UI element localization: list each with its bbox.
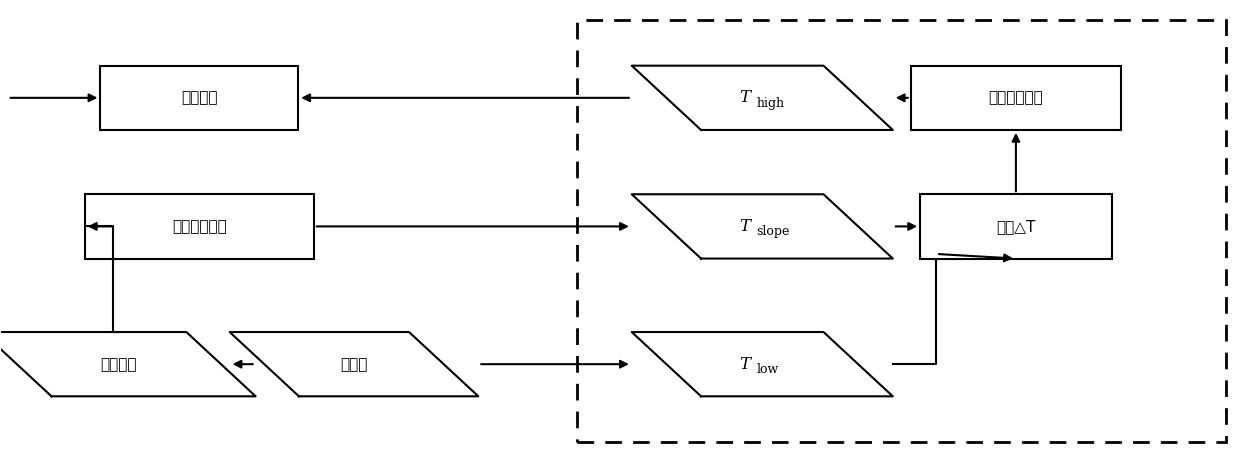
Polygon shape <box>229 332 479 396</box>
FancyBboxPatch shape <box>100 66 299 130</box>
Text: 计算△T: 计算△T <box>996 219 1035 234</box>
Polygon shape <box>0 332 255 396</box>
Text: T: T <box>739 356 750 373</box>
FancyBboxPatch shape <box>84 194 314 259</box>
Polygon shape <box>631 66 893 130</box>
Text: high: high <box>756 97 784 110</box>
Text: 升尺度: 升尺度 <box>340 357 368 371</box>
Text: T: T <box>739 218 750 235</box>
Polygon shape <box>631 332 893 396</box>
FancyBboxPatch shape <box>910 66 1121 130</box>
Text: slope: slope <box>756 225 790 238</box>
Polygon shape <box>631 194 893 259</box>
Text: 地表温度: 地表温度 <box>100 357 138 371</box>
Text: 初级结果平滑: 初级结果平滑 <box>988 91 1043 105</box>
Text: T: T <box>739 89 750 106</box>
FancyBboxPatch shape <box>920 194 1112 259</box>
Text: low: low <box>756 363 779 376</box>
Text: 温度坡度计算: 温度坡度计算 <box>172 219 227 234</box>
Text: 结果对比: 结果对比 <box>181 91 217 105</box>
